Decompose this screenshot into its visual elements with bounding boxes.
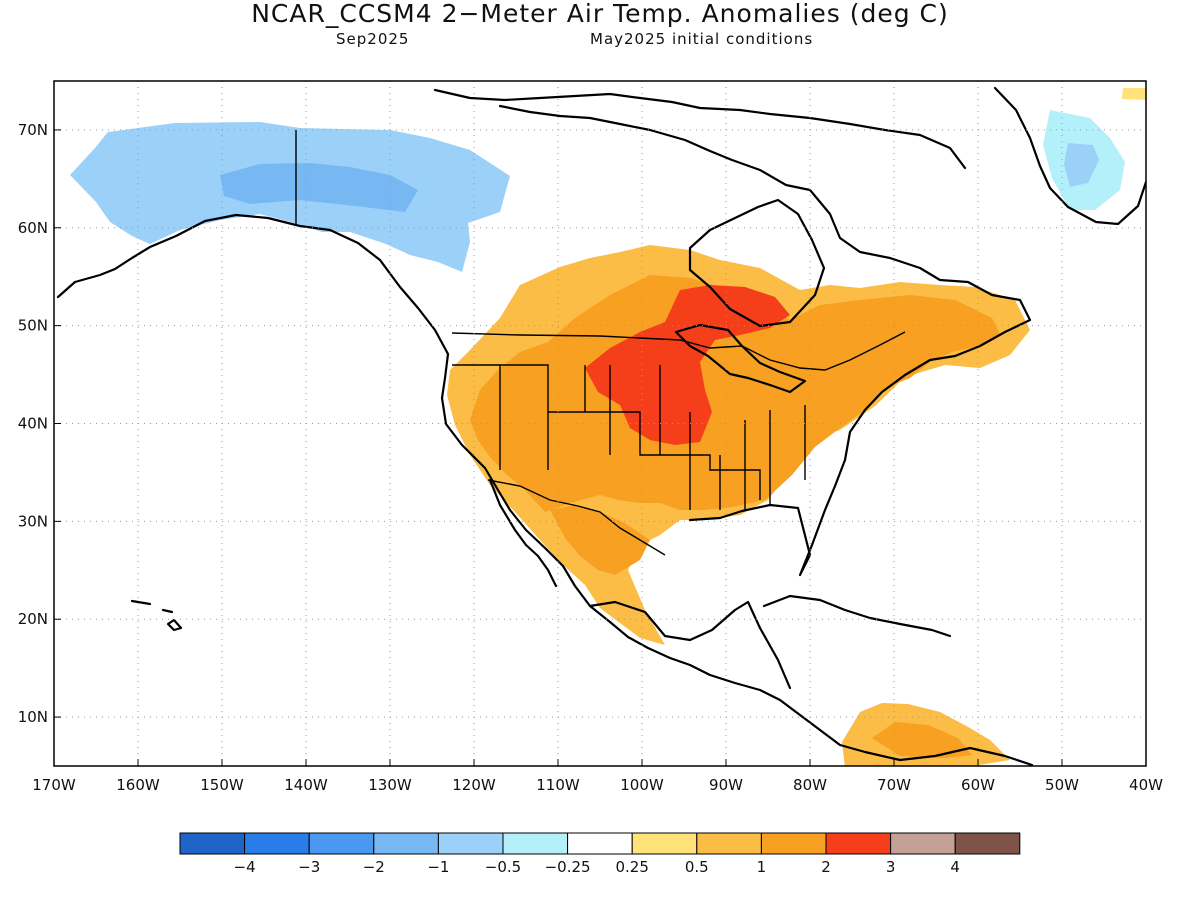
legend-label: 0.25	[615, 858, 648, 876]
legend-label: 0.5	[685, 858, 709, 876]
lon-tick-label: 50W	[1045, 776, 1079, 794]
lon-tick-label: 110W	[536, 776, 580, 794]
great-lakes	[674, 323, 807, 394]
lon-tick-label: 130W	[368, 776, 412, 794]
lon-tick-label: 120W	[452, 776, 496, 794]
lat-tick-label: 20N	[18, 610, 48, 628]
grid-layer	[54, 81, 1146, 766]
lon-tick-label: 70W	[877, 776, 911, 794]
legend-color-cell	[373, 832, 439, 855]
hawaii-islands	[130, 599, 183, 632]
lon-tick-label: 80W	[793, 776, 827, 794]
legend-color-cell	[179, 832, 246, 855]
us-canada-border	[451, 331, 906, 371]
east-coast	[498, 104, 1032, 577]
baja-coastline	[488, 478, 558, 588]
legend-color-cell	[308, 832, 375, 855]
lat-tick-label: 40N	[18, 415, 48, 433]
lon-tick-label: 150W	[200, 776, 244, 794]
legend-label: −0.5	[485, 858, 521, 876]
lon-tick-label: 140W	[284, 776, 328, 794]
gulf-coast	[588, 600, 792, 690]
northern-plains-hot-region	[585, 285, 790, 445]
legend-label: 2	[821, 858, 831, 876]
legend-color-cell	[760, 832, 827, 855]
us-mexico-border	[487, 479, 666, 556]
lon-tick-label: 160W	[116, 776, 160, 794]
lon-tick-label: 60W	[961, 776, 995, 794]
political-boundaries-layer	[295, 130, 906, 556]
arctic-islands	[433, 88, 967, 170]
legend-color-cell	[567, 832, 633, 855]
north-america-coastline	[56, 213, 1034, 766]
legend-label: −0.25	[545, 858, 591, 876]
legend-label: −2	[363, 858, 385, 876]
valid-month-label: Sep2025	[336, 30, 410, 48]
mexico-warm-region	[550, 505, 650, 575]
lon-axis: 170W 160W 150W 140W 130W 120W 110W 100W 90W 80W 70…	[32, 759, 1163, 794]
color-legend: −4 −3 −2 −1 −0.5 −0.25 0.25 0.5 1 2 3 4	[179, 832, 1021, 876]
legend-label: −1	[427, 858, 449, 876]
south-america-core-region	[872, 722, 972, 758]
lat-tick-label: 60N	[18, 219, 48, 237]
greenland-coastline	[993, 86, 1146, 226]
legend-color-cell	[437, 832, 504, 855]
lon-tick-label: 40W	[1129, 776, 1163, 794]
legend-label: 1	[757, 858, 767, 876]
lat-tick-label: 50N	[18, 317, 48, 335]
western-us-warm-region	[470, 275, 1000, 512]
map-title: NCAR_CCSM4 2−Meter Air Temp. Anomalies (…	[251, 0, 949, 28]
cuba-coastline	[762, 594, 952, 638]
lon-tick-label: 170W	[32, 776, 76, 794]
legend-label: 3	[886, 858, 896, 876]
legend-label: 4	[950, 858, 960, 876]
legend-label: −4	[234, 858, 256, 876]
lat-axis: 10N 20N 30N 40N 50N 60N 70N	[18, 121, 61, 726]
hudson-bay-coast	[688, 198, 826, 328]
lat-tick-label: 30N	[18, 512, 48, 530]
legend-color-cell	[244, 832, 310, 855]
lat-tick-label: 70N	[18, 121, 48, 139]
alaska-cool-core-region	[220, 163, 418, 212]
legend-color-cell	[890, 832, 956, 855]
legend-color-cell	[696, 832, 762, 855]
initial-conditions-label: May2025 initial conditions	[590, 30, 814, 48]
lon-tick-label: 100W	[620, 776, 664, 794]
greenland-warm-spot-region	[1122, 88, 1146, 100]
legend-color-cell	[631, 832, 698, 855]
lon-tick-label: 90W	[709, 776, 743, 794]
coastline-layer	[56, 86, 1146, 766]
us-state-lines	[452, 364, 806, 510]
legend-color-cell	[825, 832, 892, 855]
greenland-core-region	[1064, 143, 1099, 187]
anomaly-fill-layer	[70, 88, 1146, 766]
legend-label: −3	[298, 858, 320, 876]
legend-color-cell	[954, 832, 1021, 855]
legend-color-cell	[502, 832, 569, 855]
lat-tick-label: 10N	[18, 708, 48, 726]
